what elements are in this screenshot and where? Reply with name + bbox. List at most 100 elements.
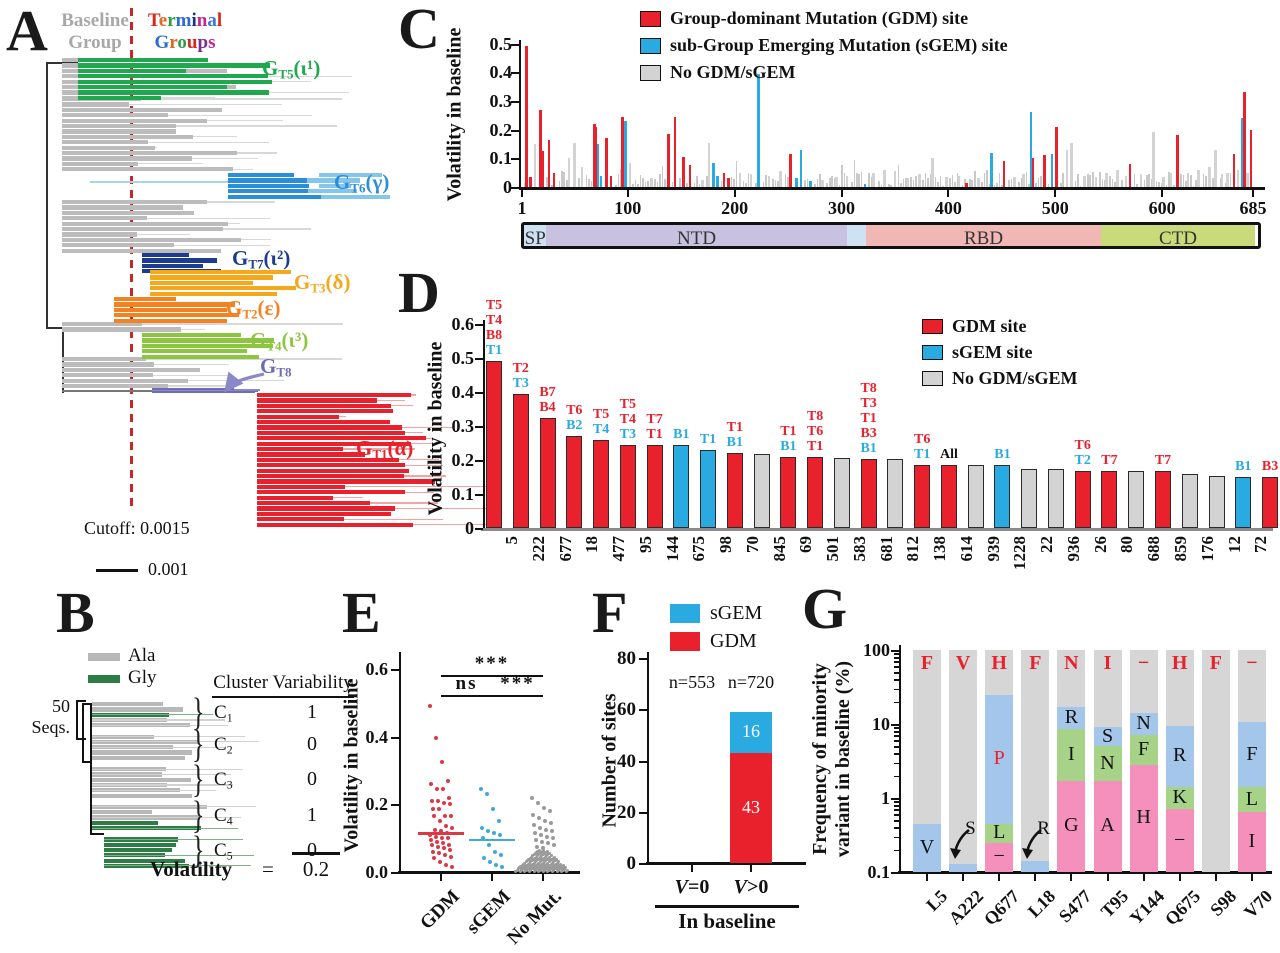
panelE-dot bbox=[535, 844, 539, 849]
panelC-noise-bar bbox=[838, 185, 841, 187]
panelC-noise-bar bbox=[765, 175, 767, 187]
panelE-y-tick bbox=[391, 872, 399, 874]
panelG-x-tick bbox=[1142, 873, 1145, 881]
panelE-dot bbox=[537, 869, 541, 873]
tree-clade-bar bbox=[257, 430, 406, 435]
panelE-dot bbox=[497, 819, 501, 824]
panelC-noise-bar bbox=[1008, 179, 1010, 187]
panelC-noise-bar bbox=[546, 177, 548, 187]
panelD-bar-annotation: T6 bbox=[913, 432, 931, 448]
panelE-dot bbox=[531, 857, 535, 861]
panelE-dot bbox=[552, 842, 556, 847]
panelE-dot bbox=[519, 865, 523, 869]
panel-letter-B: B bbox=[56, 580, 95, 645]
panelD-x-tick-label: 845 bbox=[769, 536, 789, 562]
tree-thin-line bbox=[62, 103, 283, 106]
tree-clade-bar bbox=[142, 258, 217, 263]
tree-clade-bar bbox=[62, 156, 192, 161]
panelC-noise-bar bbox=[949, 178, 951, 187]
panelC-bar-site-31 bbox=[552, 172, 556, 187]
panelD-bar-site-5 bbox=[486, 361, 502, 528]
panelD-bar-annotation: B3 bbox=[1261, 459, 1279, 474]
tree-clade-bar bbox=[150, 291, 277, 296]
panelC-y-tick-label: 0.3 bbox=[489, 90, 513, 111]
panelE-dot bbox=[550, 861, 554, 865]
clade-label-part: G bbox=[262, 56, 279, 80]
tree-branch-line bbox=[90, 181, 230, 183]
panelC-bar-site-470 bbox=[1022, 174, 1025, 187]
panelC-noise-bar bbox=[1192, 185, 1195, 187]
panelC-noise-bar bbox=[742, 181, 745, 187]
panelD-bar-annotation: T1 bbox=[913, 447, 931, 463]
panelC-noise-bar bbox=[656, 181, 659, 187]
tree-branch-line bbox=[152, 389, 260, 391]
tree-clade-bar bbox=[257, 441, 411, 446]
panelD-legend-item: GDM site bbox=[922, 316, 1026, 337]
panelE-dot bbox=[435, 787, 439, 792]
panelC-bar-site-501 bbox=[1055, 126, 1058, 187]
panelC-noise-bar bbox=[996, 183, 998, 187]
panelE-x-tick-label: No Mut. bbox=[503, 886, 566, 949]
panelE-dot bbox=[518, 866, 522, 870]
panelC-noise-bar bbox=[833, 178, 836, 187]
panelB-tree-line bbox=[82, 703, 84, 763]
panelC-noise-bar bbox=[777, 180, 779, 187]
panelC-bar-site-50 bbox=[573, 142, 576, 187]
panelB-seq-row bbox=[92, 702, 164, 707]
tree-clade-bar bbox=[62, 118, 208, 123]
panelE-dot bbox=[444, 824, 448, 829]
panelC-noise-bar bbox=[927, 177, 929, 187]
panelG-y-minor-tick bbox=[894, 688, 899, 691]
panelE-dot bbox=[535, 850, 539, 854]
panelC-noise-bar bbox=[831, 175, 833, 187]
panelE-dot bbox=[538, 860, 542, 864]
panel-D-site-volatility-chart: 0 0.1 0.2 0.3 0.4 0.5 0.6 T5 T4 B8 T1 5 T2 T3 222 B7 B4 6… bbox=[0, 264, 1280, 594]
panelE-dot bbox=[441, 841, 445, 846]
panelC-bar-site-667 bbox=[1232, 153, 1236, 187]
panelB-variability-value: 0 bbox=[307, 768, 317, 791]
panelC-noise-bar bbox=[941, 185, 944, 187]
panelC-legend-item: No GDM/sGEM bbox=[640, 62, 796, 83]
panelD-x-tick-label: 95 bbox=[635, 536, 655, 553]
panelC-x-axis bbox=[519, 187, 1265, 190]
panelC-noise-bar bbox=[661, 166, 664, 187]
panelE-dot bbox=[528, 865, 532, 869]
panelD-y-tick-label: 0.6 bbox=[451, 314, 475, 334]
terminal-header-letter: l bbox=[216, 10, 223, 31]
cluster-label-part: 1 bbox=[226, 711, 233, 725]
clade-label-GT6: GT6(γ) bbox=[334, 170, 389, 197]
panelE-dot bbox=[556, 860, 560, 864]
panelE-dot bbox=[538, 852, 542, 856]
panelC-noise-bar bbox=[939, 176, 942, 187]
panelB-cluster-brace: } bbox=[192, 757, 205, 802]
panelG-y-minor-tick bbox=[894, 814, 899, 816]
panelC-bar-site-215 bbox=[749, 174, 753, 187]
panelD-y-tick-label: 0.3 bbox=[451, 416, 475, 436]
seqs-count-line: Seqs. bbox=[31, 717, 70, 737]
panelF-x-tick bbox=[691, 864, 693, 872]
panelC-bar-site-479 bbox=[1031, 158, 1035, 187]
panelF-x-tick-label: V=0 bbox=[657, 876, 727, 899]
panelC-noise-bar bbox=[720, 180, 723, 187]
panelC-noise-bar bbox=[1143, 180, 1146, 187]
panelC-legend-item: sub-Group Emerging Mutation (sGEM) site bbox=[640, 35, 1008, 56]
panelB-seq-row bbox=[92, 750, 193, 755]
panelD-bar-annotation: T8 bbox=[806, 408, 824, 424]
panelC-noise-bar bbox=[1202, 174, 1205, 187]
panelB-cluster-brace: } bbox=[192, 690, 205, 734]
panelB-cluster-brace: } bbox=[192, 722, 205, 767]
panelD-bar-site-688 bbox=[1128, 470, 1145, 528]
panelC-noise-bar bbox=[1099, 172, 1101, 187]
panelC-noise-bar bbox=[1190, 174, 1192, 187]
tree-clade-bar bbox=[257, 436, 426, 441]
gt8-arrow-icon bbox=[223, 371, 265, 393]
panelC-noise-bar bbox=[961, 185, 964, 187]
panelG-x-tick bbox=[1214, 873, 1217, 881]
panel-letter-F: F bbox=[592, 580, 628, 645]
panelD-bar-site-72 bbox=[1235, 477, 1252, 528]
panelB-legend-label: Gly bbox=[128, 667, 157, 688]
terminal-header-letter: G bbox=[154, 32, 170, 53]
panelG-segment-letter: N bbox=[1136, 712, 1151, 735]
tree-clade-bar bbox=[150, 275, 274, 280]
panelC-noise-bar bbox=[693, 183, 696, 187]
